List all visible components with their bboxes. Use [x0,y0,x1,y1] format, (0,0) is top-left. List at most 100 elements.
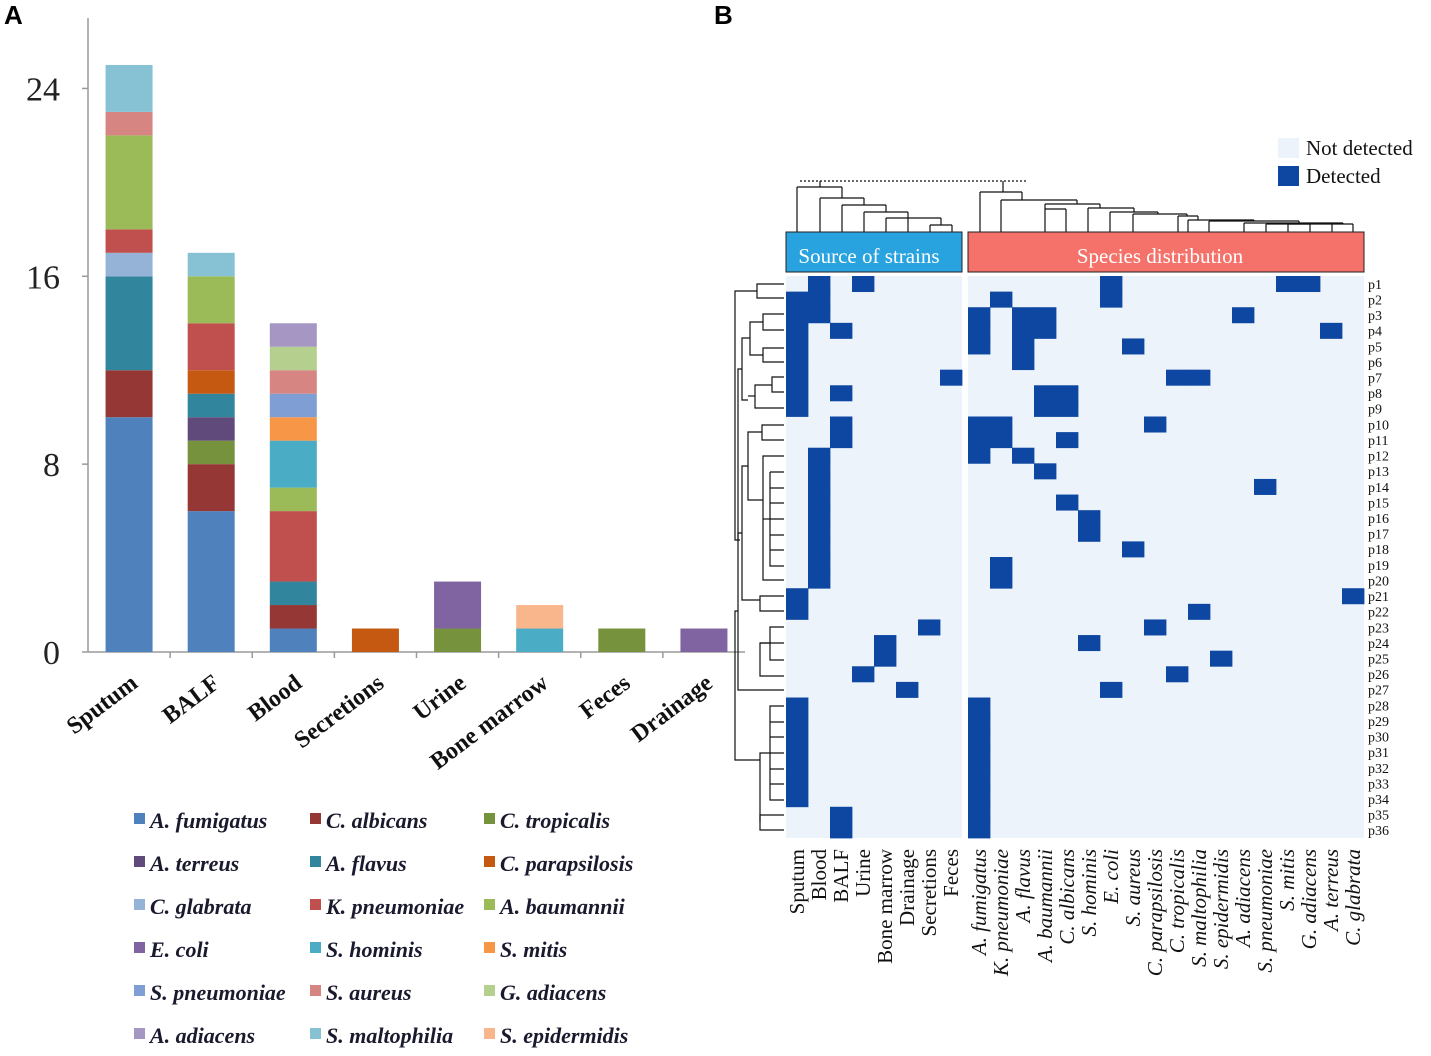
bar-segment-sputum-c-albicans [105,370,153,418]
bar-segment-balf-c-tropicalis [187,440,235,465]
row-label-p14: p14 [1368,481,1389,496]
panel-b-label: B [714,0,733,30]
cell-p13-a-baumannii [1034,463,1057,480]
cell-p18-blood [808,541,831,558]
cell-p4-a-baumannii [1034,322,1057,339]
bar-segment-balf-a-flavus [187,393,235,418]
bar-segment-blood-s-mitis [269,417,317,441]
bar-segment-blood-k-pneumoniae [269,511,317,582]
legend-swatch-a-adiacens [134,1028,145,1039]
heatmap-panel: Source of strains Species distribution p… [734,136,1413,977]
cell-p13-blood [808,463,831,480]
cell-p36-balf [830,822,853,839]
cell-p12-a-fumigatus [968,447,991,464]
x-category-label: Secretions [290,670,389,754]
species-header [967,231,1365,273]
bar-segment-blood-s-aureus [269,370,317,394]
cell-p30-sputum [786,728,809,745]
cell-p2-k-pneumoniae [990,291,1013,308]
legend-swatch-c-tropicalis [484,813,495,824]
cell-p19-blood [808,557,831,574]
legend-swatch-s-aureus [310,985,321,996]
row-label-p10: p10 [1368,418,1389,433]
bar-segment-blood-g-adiacens [269,346,317,371]
bar-segment-urine-c-tropicalis [434,628,482,652]
legend-swatch-k-pneumoniae [310,899,321,910]
heatmap-cells [786,276,1365,839]
col-label-urine: Urine [851,849,875,897]
cell-p3-blood [808,307,831,324]
bar-segment-secretions-c-parapsilosis [351,628,399,652]
bar-segment-balf-k-pneumoniae [187,323,235,371]
row-label-p26: p26 [1368,668,1389,683]
cell-p16-s-hominis [1078,510,1101,527]
cell-p26-c-tropicalis [1166,666,1189,683]
row-label-p4: p4 [1368,325,1382,340]
cell-p33-a-fumigatus [968,775,991,792]
bar-segment-balf-a-baumannii [187,276,235,324]
cell-p24-s-hominis [1078,635,1101,652]
cell-p3-a-adiacens [1232,307,1255,324]
row-label-p11: p11 [1368,434,1388,449]
legend-label-c-parapsilosis: C. parapsilosis [500,851,633,876]
col-label-a-baumannii: A. baumannii [1033,849,1057,964]
species-header-label: Species distribution [1077,244,1244,268]
col-label-a-adiacens: A. adiacens [1231,849,1255,949]
col-label-blood: Blood [807,849,831,901]
col-label-k-pneumoniae: K. pneumoniae [989,849,1013,977]
cell-p7-sputum [786,369,809,386]
bar-segment-balf-a-fumigatus [187,511,235,652]
col-label-c-glabrata: C. glabrata [1341,849,1365,946]
row-label-p12: p12 [1368,450,1389,465]
bar-segment-bone-marrow-s-epidermidis [516,605,564,629]
legend-label-g-adiacens: G. adiacens [500,980,606,1005]
cell-p7-feces [940,369,963,386]
cell-p4-a-terreus [1320,322,1343,339]
bar-segment-sputum-k-pneumoniae [105,229,153,253]
row-label-p36: p36 [1368,824,1389,839]
cell-p2-sputum [786,291,809,308]
cell-p18-s-aureus [1122,541,1145,558]
row-label-p21: p21 [1368,590,1389,605]
col-label-a-terreus: A. terreus [1319,849,1343,933]
bar-segment-drainage-e-coli [680,628,728,652]
source-header-label: Source of strains [798,244,939,268]
legend-swatch-c-glabrata [134,899,145,910]
heatmap-labels: p1p2p3p4p5p6p7p8p9p10p11p12p13p14p15p16p… [785,278,1389,977]
bar-segment-blood-a-flavus [269,581,317,606]
col-label-a-fumigatus: A. fumigatus [967,849,991,957]
cell-p4-balf [830,322,853,339]
legend-label-s-epidermidis: S. epidermidis [500,1023,628,1048]
cell-p11-c-albicans [1056,432,1079,449]
cell-p8-a-baumannii [1034,385,1057,402]
cell-p29-sputum [786,713,809,730]
legend-swatch-g-adiacens [484,985,495,996]
row-label-p30: p30 [1368,731,1389,746]
legend-swatch-s-epidermidis [484,1028,495,1039]
row-label-p35: p35 [1368,809,1389,824]
panel-a-label: A [4,0,23,30]
y-tick-label: 16 [26,259,60,296]
column-dendrogram [796,180,1354,232]
legend-swatch-s-pneumoniae [134,985,145,996]
legend-swatch-e-coli [134,942,145,953]
cell-p32-a-fumigatus [968,759,991,776]
cell-p5-sputum [786,338,809,355]
cell-p17-blood [808,525,831,542]
y-tick-label: 0 [43,635,60,672]
row-label-p5: p5 [1368,340,1382,355]
legend-label-a-flavus: A. flavus [324,851,407,876]
col-label-s-hominis: S. hominis [1077,849,1101,937]
legend-label-k-pneumoniae: K. pneumoniae [325,894,464,919]
cell-p5-s-aureus [1122,338,1145,355]
row-label-p6: p6 [1368,356,1382,371]
legend-swatch-s-maltophilia [310,1028,321,1039]
cell-p12-blood [808,447,831,464]
col-label-feces: Feces [939,849,963,897]
cell-p9-a-baumannii [1034,400,1057,417]
legend-label-s-pneumoniae: S. pneumoniae [150,980,286,1005]
bar-segment-feces-c-tropicalis [598,628,646,652]
row-dendrogram [734,283,784,831]
